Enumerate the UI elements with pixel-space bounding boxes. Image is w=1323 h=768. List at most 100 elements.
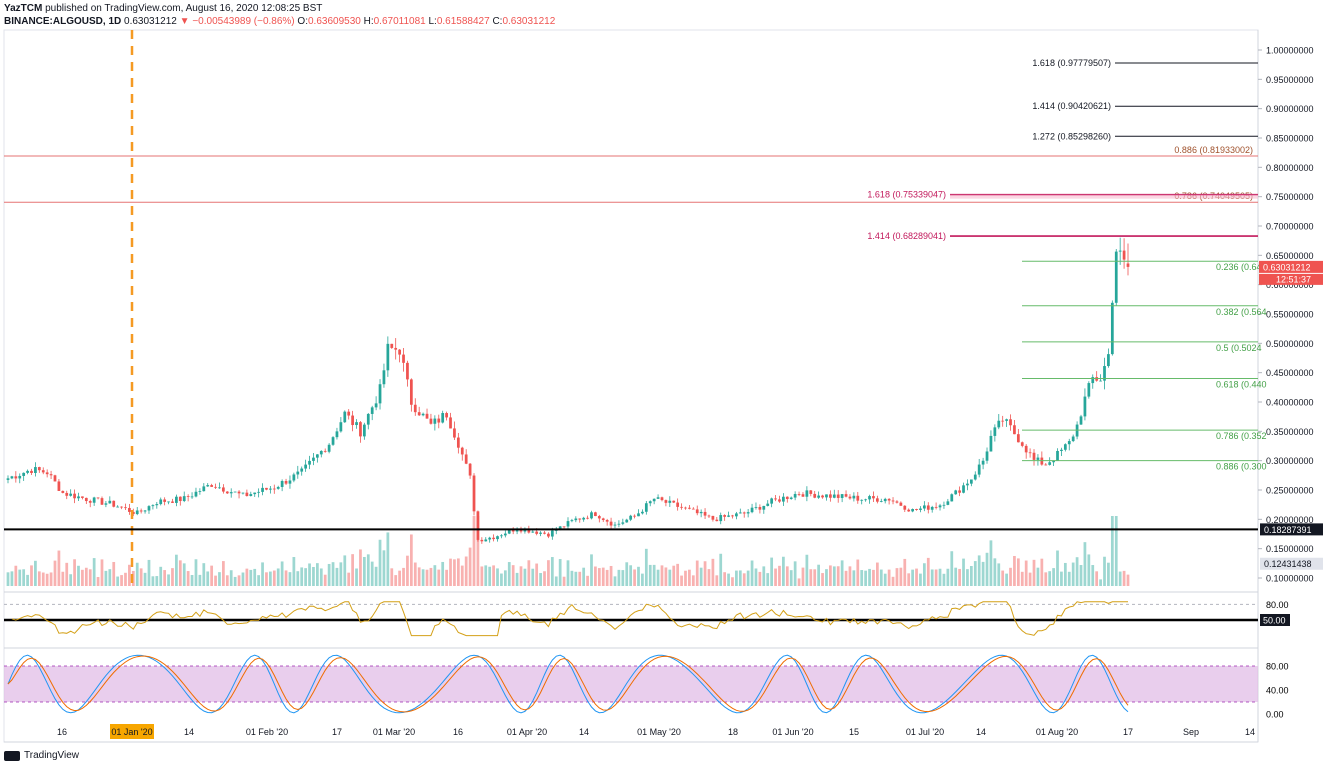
volume-bar (409, 534, 413, 586)
candle (14, 476, 18, 479)
candle (370, 407, 374, 414)
candle (355, 422, 358, 426)
volume-bar (222, 561, 225, 586)
volume-bar (382, 550, 386, 586)
volume-bar (942, 573, 946, 586)
candle (805, 490, 809, 497)
candle (664, 500, 668, 503)
volume-bar (77, 565, 80, 586)
candle (210, 485, 214, 487)
candle (954, 490, 958, 495)
candle (926, 505, 930, 510)
candle (707, 515, 711, 517)
volume-bar (104, 570, 108, 586)
volume-bar (903, 558, 907, 586)
x-tick-label: 01 Apr '20 (507, 727, 547, 737)
volume-bar (1052, 568, 1055, 586)
candle (879, 501, 883, 502)
volume-bar (852, 570, 856, 586)
volume-bar (206, 571, 210, 586)
volume-bar (1013, 555, 1016, 586)
candle (1110, 302, 1114, 355)
volume-bar (1044, 572, 1048, 586)
candle (163, 499, 167, 502)
volume-bar (625, 562, 629, 586)
candle (421, 413, 425, 416)
candle (288, 480, 292, 484)
y-tick-label: 1.00000000 (1266, 46, 1314, 56)
candle (1016, 434, 1020, 443)
volume-bar (182, 563, 186, 586)
volume-bar (53, 560, 57, 586)
volume-bar (214, 575, 217, 586)
volume-bar (644, 548, 648, 586)
volume-bar (507, 562, 511, 586)
candle (296, 471, 300, 475)
fib-extension-label: 1.414 (0.90420621) (1032, 101, 1111, 111)
volume-bar (695, 560, 699, 586)
candle (323, 450, 327, 452)
candle (30, 470, 33, 473)
candle (45, 472, 49, 475)
candle (883, 498, 887, 502)
volume-bar (570, 570, 574, 586)
candle (49, 474, 53, 476)
volume-bar (699, 567, 703, 586)
candle (958, 490, 961, 493)
low-label: L: (428, 16, 437, 27)
candle (488, 537, 492, 540)
candle (139, 510, 143, 512)
volume-bar (261, 562, 264, 586)
candle (903, 505, 907, 510)
volume-bar (715, 575, 719, 586)
candle (547, 533, 550, 537)
volume-bar (488, 566, 492, 586)
candle (135, 510, 139, 515)
candle (159, 499, 163, 505)
volume-bar (229, 570, 233, 586)
candle (911, 509, 914, 512)
y-tick-label: 0.15000000 (1266, 544, 1314, 554)
volume-bar (1075, 557, 1079, 586)
volume-bar (848, 566, 852, 586)
candle (872, 496, 875, 499)
candle (821, 495, 824, 498)
volume-bar (351, 554, 354, 586)
volume-bar (554, 576, 558, 586)
candle (829, 494, 832, 498)
volume-bar (707, 569, 711, 586)
candle (1067, 441, 1071, 445)
volume-bar (754, 568, 758, 586)
candle (390, 343, 394, 348)
candle (809, 490, 813, 494)
candle (131, 511, 135, 515)
brand-name[interactable]: TradingView (24, 750, 80, 761)
candle (398, 349, 401, 355)
candle (202, 486, 206, 492)
candle (695, 509, 699, 514)
publisher-name[interactable]: YazTCM (4, 3, 43, 14)
volume-bar (269, 571, 272, 586)
candle (476, 511, 480, 540)
volume-bar (406, 555, 409, 586)
candle (22, 472, 26, 476)
support-label: 0.18287391 (1264, 525, 1312, 535)
candle (832, 494, 836, 498)
plot-area (3, 29, 1259, 743)
candle (527, 528, 531, 533)
volume-bar (876, 562, 879, 586)
symbol-label[interactable]: BINANCE:ALGOUSD, 1D (4, 16, 122, 27)
volume-bar (582, 567, 586, 586)
candle (515, 529, 519, 532)
x-tick-label: 01 Aug '20 (1036, 727, 1078, 737)
volume-bar (731, 577, 734, 586)
volume-bar (30, 565, 33, 586)
volume-bar (1028, 572, 1032, 586)
x-tick-label: 16 (453, 727, 463, 737)
candle (222, 487, 225, 492)
candle (128, 507, 131, 512)
volume-bar (370, 561, 374, 586)
volume-bar (445, 569, 448, 586)
volume-bar (135, 562, 139, 586)
